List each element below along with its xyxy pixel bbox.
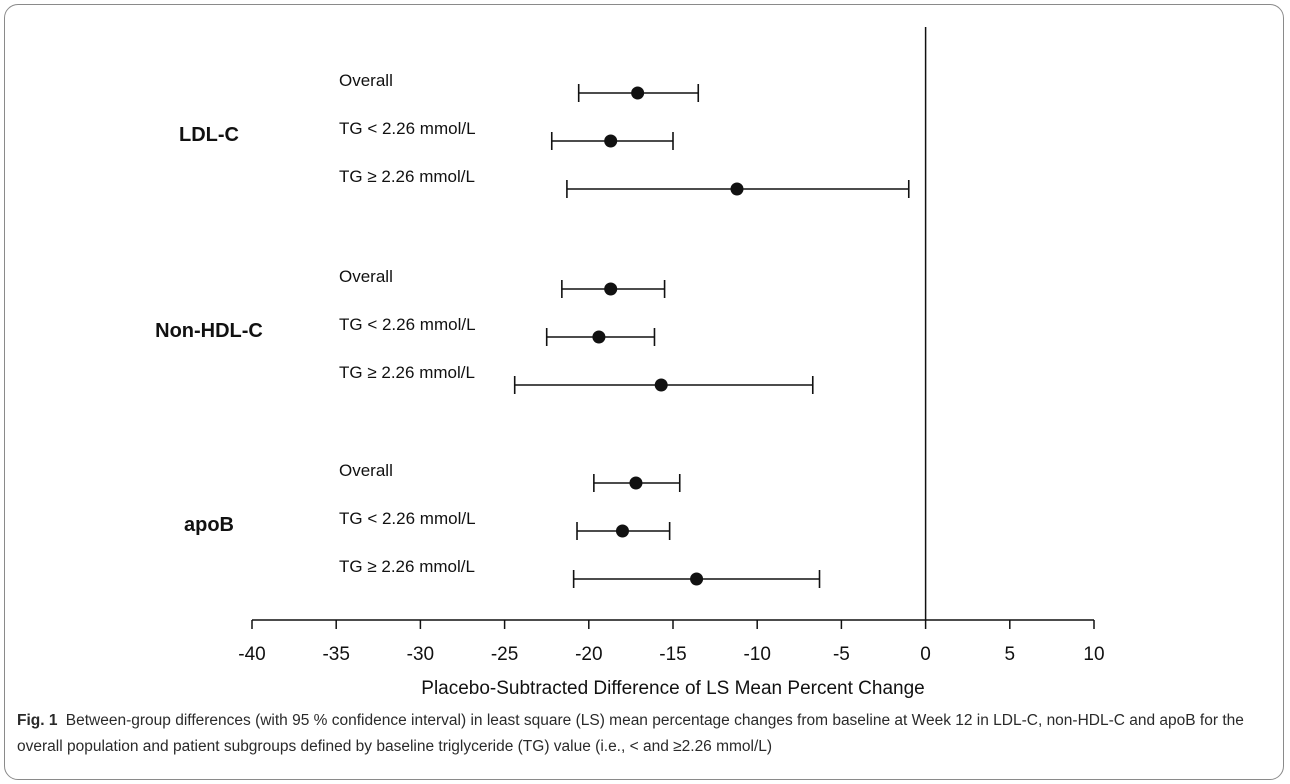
x-axis-label: Placebo-Subtracted Difference of LS Mean… (421, 678, 924, 699)
x-tick-label: -15 (659, 644, 686, 665)
group-label: LDL-C (179, 124, 239, 146)
figure-label: Fig. 1 (17, 712, 58, 729)
figure-frame: -40 -35 -30 -25 -20 -15 -10 -5 0 5 10 LDL-C Overall… (4, 4, 1284, 780)
forest-plot: -40 -35 -30 -25 -20 -15 -10 -5 0 5 10 LDL-C Overall… (155, 27, 1105, 699)
point-estimate (654, 378, 668, 392)
x-tick-label: -5 (833, 644, 850, 665)
group-label: Non-HDL-C (155, 320, 263, 342)
group-label: apoB (184, 514, 234, 536)
point-estimate (604, 134, 618, 148)
x-tick-label: 0 (920, 644, 931, 665)
forest-rows: LDL-C Overall TG < 2.26 mmol/L TG ≥ 2.26 mm… (155, 71, 910, 588)
point-estimate (615, 524, 629, 538)
row-label: TG ≥ 2.26 mmol/L (339, 167, 475, 186)
row-label: TG < 2.26 mmol/L (339, 315, 476, 334)
x-tick-label: -25 (491, 644, 518, 665)
point-estimate (604, 282, 618, 296)
row-label: Overall (339, 461, 393, 480)
point-estimate (730, 182, 744, 196)
x-tick-label: -10 (743, 644, 770, 665)
point-estimate (592, 330, 606, 344)
point-estimate (629, 476, 643, 490)
point-estimate (690, 572, 704, 586)
row-label: Overall (339, 71, 393, 90)
x-tick-label: 10 (1083, 644, 1104, 665)
figure-caption-text: Between-group differences (with 95 % con… (17, 712, 1244, 755)
point-estimate (631, 86, 645, 100)
row-label: TG < 2.26 mmol/L (339, 119, 476, 138)
row-label: Overall (339, 267, 393, 286)
row-label: TG < 2.26 mmol/L (339, 509, 476, 528)
x-tick-label: -35 (322, 644, 349, 665)
x-tick-label: -20 (575, 644, 602, 665)
row-label: TG ≥ 2.26 mmol/L (339, 363, 475, 382)
x-tick-label: 5 (1005, 644, 1016, 665)
figure-caption: Fig. 1 Between-group differences (with 9… (17, 708, 1282, 760)
x-axis-ticks: -40 -35 -30 -25 -20 -15 -10 -5 0 5 10 (238, 620, 1105, 665)
x-tick-label: -40 (238, 644, 265, 665)
row-label: TG ≥ 2.26 mmol/L (339, 557, 475, 576)
x-tick-label: -30 (407, 644, 434, 665)
